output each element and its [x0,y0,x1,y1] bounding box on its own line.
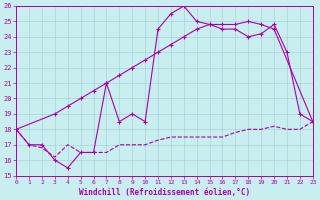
X-axis label: Windchill (Refroidissement éolien,°C): Windchill (Refroidissement éolien,°C) [79,188,250,197]
